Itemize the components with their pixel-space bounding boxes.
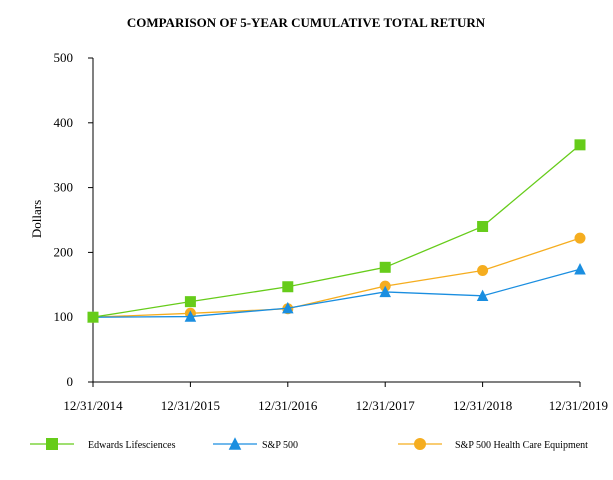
data-point bbox=[184, 310, 197, 322]
data-point bbox=[477, 220, 489, 232]
legend-item: S&P 500 Health Care Equipment bbox=[398, 438, 588, 451]
data-point bbox=[282, 301, 294, 314]
legend-item: S&P 500 bbox=[213, 437, 298, 451]
data-point bbox=[184, 296, 196, 308]
y-tick-label: 500 bbox=[54, 50, 74, 65]
x-ticks: 12/31/2014 12/31/2015 12/31/2016 12/31/2017… bbox=[63, 382, 608, 413]
y-tick-label: 300 bbox=[54, 180, 74, 195]
legend-marker bbox=[46, 438, 58, 450]
series-line bbox=[92, 237, 581, 318]
legend-label: S&P 500 Health Care Equipment bbox=[455, 440, 588, 451]
y-ticks: 0 100 200 300 400 500 bbox=[54, 50, 93, 389]
y-tick-label: 100 bbox=[54, 309, 74, 324]
series-group bbox=[87, 139, 586, 323]
y-tick-label: 400 bbox=[54, 115, 74, 130]
data-point bbox=[379, 261, 391, 273]
data-point bbox=[574, 263, 586, 275]
data-point bbox=[574, 232, 586, 244]
series-edwards-lifesciences bbox=[87, 139, 586, 323]
x-tick-label: 12/31/2017 bbox=[356, 398, 416, 413]
x-tick-label: 12/31/2019 bbox=[549, 398, 608, 413]
series-s-p-500 bbox=[87, 263, 586, 323]
y-tick-label: 0 bbox=[67, 374, 74, 389]
legend: Edwards Lifesciences S&P 500 S&P 500 Healt… bbox=[30, 437, 588, 451]
data-point bbox=[476, 289, 489, 302]
legend-label: S&P 500 bbox=[262, 440, 298, 451]
data-point bbox=[87, 311, 99, 323]
x-tick-label: 12/31/2015 bbox=[161, 398, 220, 413]
data-point bbox=[379, 285, 391, 298]
legend-label: Edwards Lifesciences bbox=[88, 440, 176, 451]
y-tick-label: 200 bbox=[54, 244, 74, 259]
data-point bbox=[477, 265, 489, 277]
legend-marker bbox=[228, 437, 242, 450]
data-point bbox=[574, 139, 586, 151]
legend-item: Edwards Lifesciences bbox=[30, 438, 176, 451]
data-point bbox=[282, 281, 294, 293]
x-tick-label: 12/31/2014 bbox=[63, 398, 123, 413]
legend-marker bbox=[414, 438, 426, 450]
y-axis-label: Dollars bbox=[29, 200, 44, 238]
x-tick-label: 12/31/2016 bbox=[258, 398, 318, 413]
x-tick-label: 12/31/2018 bbox=[453, 398, 512, 413]
chart-title: COMPARISON OF 5-YEAR CUMULATIVE TOTAL RE… bbox=[127, 15, 486, 30]
series-line bbox=[92, 144, 581, 318]
series-line bbox=[92, 268, 581, 318]
